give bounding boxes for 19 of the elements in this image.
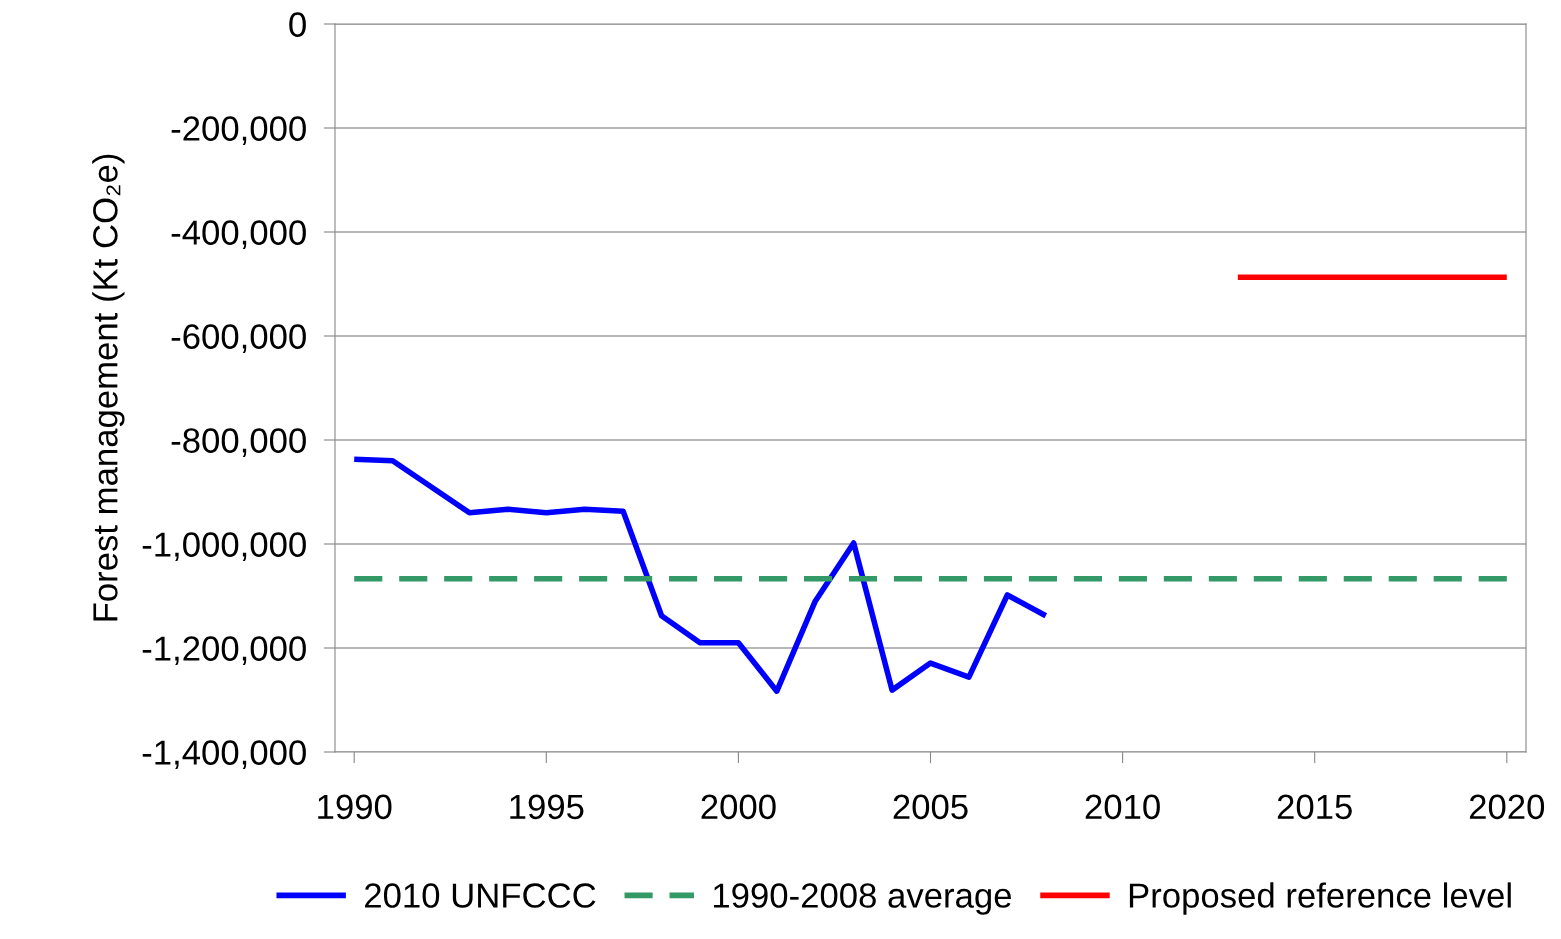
legend-label: 2010 UNFCCC bbox=[365, 883, 596, 908]
x-tick-label: 2015 bbox=[1277, 794, 1352, 820]
x-tick-label: 1990 bbox=[318, 794, 392, 820]
x-tick-label: 2020 bbox=[1469, 794, 1545, 820]
y-tick-label: -200,000 bbox=[171, 116, 306, 146]
y-tick-label: -800,000 bbox=[171, 428, 306, 458]
y-tick-label: -600,000 bbox=[171, 324, 306, 354]
y-tick-label: -400,000 bbox=[171, 220, 306, 250]
legend-label: 1990-2008 average bbox=[713, 883, 1011, 915]
y-axis-title: Forest management (Kt CO₂e) bbox=[92, 154, 125, 621]
y-tick-label: -1,200,000 bbox=[142, 636, 306, 666]
legend-label: Proposed reference level bbox=[1129, 882, 1511, 915]
x-tick-label: 1995 bbox=[510, 794, 584, 820]
x-tick-label: 2010 bbox=[1085, 794, 1160, 820]
x-tick-label: 2000 bbox=[701, 794, 776, 820]
y-tick-label: -1,000,000 bbox=[142, 532, 306, 562]
y-tick-label: 0 bbox=[289, 12, 306, 37]
y-tick-label: -1,400,000 bbox=[142, 740, 306, 770]
x-tick-label: 2005 bbox=[893, 794, 968, 820]
